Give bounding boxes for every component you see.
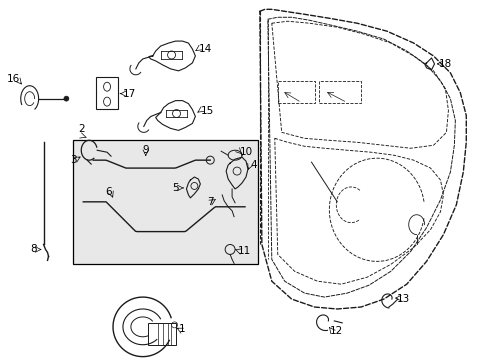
Text: 18: 18 [438, 59, 451, 69]
Text: 1: 1 [178, 324, 185, 334]
Bar [96, 77, 118, 109]
Text: 5: 5 [172, 183, 178, 193]
Bar [319, 81, 360, 103]
Text: 2: 2 [78, 124, 84, 134]
Text: 16: 16 [7, 74, 20, 84]
Text: 9: 9 [142, 145, 149, 155]
Text: 7: 7 [206, 197, 213, 207]
Text: 12: 12 [328, 326, 342, 336]
Text: 6: 6 [105, 187, 112, 197]
Text: 10: 10 [240, 147, 253, 157]
Text: 11: 11 [238, 247, 251, 256]
Text: 13: 13 [396, 294, 409, 304]
Text: 17: 17 [122, 89, 136, 99]
Text: 8: 8 [30, 244, 37, 255]
Text: 15: 15 [200, 105, 213, 116]
Bar [73, 140, 257, 264]
Bar [147, 323, 175, 345]
Circle shape [64, 96, 69, 101]
Bar [277, 81, 315, 103]
Text: 3: 3 [70, 155, 77, 165]
Text: 4: 4 [249, 160, 256, 170]
Text: 14: 14 [198, 44, 211, 54]
